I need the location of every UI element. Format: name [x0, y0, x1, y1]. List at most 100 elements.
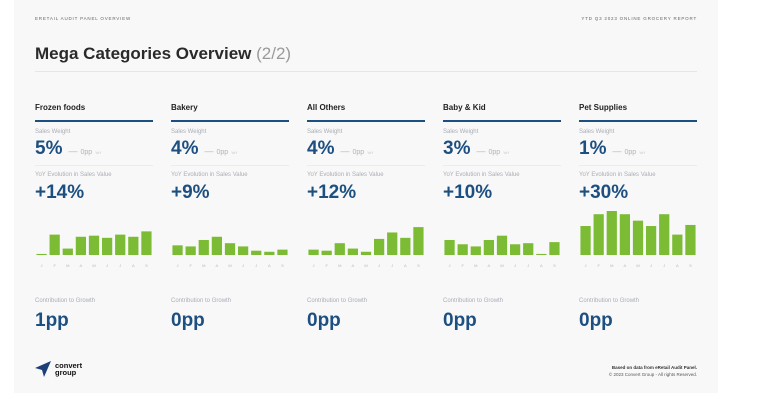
- category-name: Baby & Kid: [443, 103, 486, 112]
- section-divider: [579, 165, 697, 166]
- bar-j-0: [444, 239, 455, 255]
- sales-weight-value: 4%: [307, 138, 335, 159]
- bar-m-4: [360, 251, 372, 255]
- arrow-logo-icon: [35, 361, 51, 377]
- month-tick-label: F: [597, 263, 600, 268]
- flat-change-dash: —: [68, 146, 78, 156]
- brand-logo: convert group: [34, 360, 82, 378]
- sales-weight-value: 4%: [171, 138, 199, 159]
- category-columns: Frozen foods Sales Weight 5% —0pp YoY YoY Evo…: [35, 103, 697, 343]
- logo-text-line1: convert: [55, 361, 83, 370]
- month-tick-label: M: [474, 263, 477, 268]
- month-tick-label: A: [132, 263, 135, 268]
- bar-j-0: [308, 249, 319, 255]
- month-tick-label: M: [500, 263, 503, 268]
- sales-weight-value: 3%: [443, 138, 471, 159]
- yoy-evolution-value: +14%: [35, 182, 85, 203]
- month-tick-label: J: [391, 263, 393, 268]
- data-source-note: Based on data from eRetail Audit Panel.: [611, 365, 697, 370]
- bar-j-5: [510, 244, 521, 255]
- bar-j-5: [102, 237, 113, 255]
- bar-s-8: [685, 224, 696, 255]
- category-name: Frozen foods: [35, 103, 86, 112]
- month-tick-label: A: [676, 263, 679, 268]
- weight-change-value: 0pp: [80, 149, 93, 156]
- bar-j-6: [659, 214, 670, 255]
- bar-j-6: [387, 232, 398, 255]
- report-slide: ERETAIL AUDIT PANEL OVERVIEW YTD Q3 2023…: [14, 0, 718, 393]
- bar-s-8: [141, 231, 152, 255]
- month-tick-label: A: [352, 263, 355, 268]
- contribution-label: Contribution to Growth: [35, 298, 96, 304]
- yoy-evolution-value: +9%: [171, 182, 210, 203]
- report-section-label: ERETAIL AUDIT PANEL OVERVIEW: [35, 16, 132, 21]
- bar-j-0: [580, 226, 591, 255]
- month-tick-label: J: [41, 263, 43, 268]
- flat-change-dash: —: [476, 146, 486, 156]
- month-tick-label: M: [228, 263, 231, 268]
- yoy-evolution-label: YoY Evolution in Sales Value: [307, 172, 384, 178]
- month-tick-label: J: [378, 263, 380, 268]
- bar-m-2: [334, 243, 345, 255]
- sales-weight-row: 1% —0pp YoY: [579, 138, 697, 162]
- month-tick-label: J: [449, 263, 451, 268]
- category-column: Bakery Sales Weight 4% —0pp YoY YoY Evolution…: [171, 103, 289, 343]
- contribution-value: 0pp: [171, 310, 205, 331]
- month-tick-label: S: [553, 263, 556, 268]
- contribution-label: Contribution to Growth: [307, 298, 368, 304]
- contribution-label: Contribution to Growth: [579, 298, 640, 304]
- contribution-value: 0pp: [579, 310, 613, 331]
- bar-m-2: [470, 246, 481, 255]
- bar-a-3: [483, 239, 495, 255]
- month-tick-label: A: [216, 263, 219, 268]
- month-tick-label: A: [404, 263, 407, 268]
- category-name: Bakery: [171, 103, 198, 112]
- sales-weight-label: Sales Weight: [171, 129, 207, 135]
- month-tick-label: F: [325, 263, 328, 268]
- month-tick-label: S: [689, 263, 692, 268]
- sales-weight-label: Sales Weight: [307, 129, 343, 135]
- month-tick-label: S: [145, 263, 148, 268]
- month-tick-label: M: [364, 263, 367, 268]
- weight-change-value: 0pp: [624, 149, 637, 156]
- bar-s-8: [413, 227, 424, 255]
- weight-change-value: 0pp: [488, 149, 501, 156]
- flat-change-dash: —: [612, 146, 622, 156]
- month-tick-label: J: [585, 263, 587, 268]
- month-tick-label: F: [189, 263, 192, 268]
- category-column: Pet Supplies Sales Weight 1% —0pp YoY YoY Evo…: [579, 103, 697, 343]
- category-underline: [35, 120, 153, 122]
- bar-j-6: [115, 234, 126, 255]
- month-tick-label: M: [610, 263, 613, 268]
- yoy-evolution-value: +30%: [579, 182, 629, 203]
- bar-a-3: [211, 236, 223, 255]
- contribution-value: 0pp: [307, 310, 341, 331]
- page-indicator: (2/2): [256, 44, 292, 63]
- contribution-value: 0pp: [443, 310, 477, 331]
- category-underline: [579, 120, 697, 122]
- bar-j-0: [36, 253, 47, 255]
- bar-a-3: [619, 214, 631, 255]
- category-underline: [443, 120, 561, 122]
- sales-weight-label: Sales Weight: [579, 129, 615, 135]
- month-tick-label: M: [636, 263, 639, 268]
- report-name-label: YTD Q3 2023 ONLINE GROCERY REPORT: [581, 16, 697, 21]
- yoy-tag: YoY: [367, 151, 374, 155]
- month-tick-label: M: [202, 263, 205, 268]
- month-tick-label: J: [514, 263, 516, 268]
- weight-change-value: 0pp: [352, 149, 365, 156]
- yoy-evolution-label: YoY Evolution in Sales Value: [443, 172, 520, 178]
- month-tick-label: J: [255, 263, 257, 268]
- month-tick-label: M: [92, 263, 95, 268]
- month-tick-label: J: [313, 263, 315, 268]
- bar-m-2: [62, 248, 73, 255]
- logo-text-line2: group: [55, 368, 77, 377]
- footer-notes: Based on data from eRetail Audit Panel. …: [609, 364, 697, 378]
- month-tick-label: S: [281, 263, 284, 268]
